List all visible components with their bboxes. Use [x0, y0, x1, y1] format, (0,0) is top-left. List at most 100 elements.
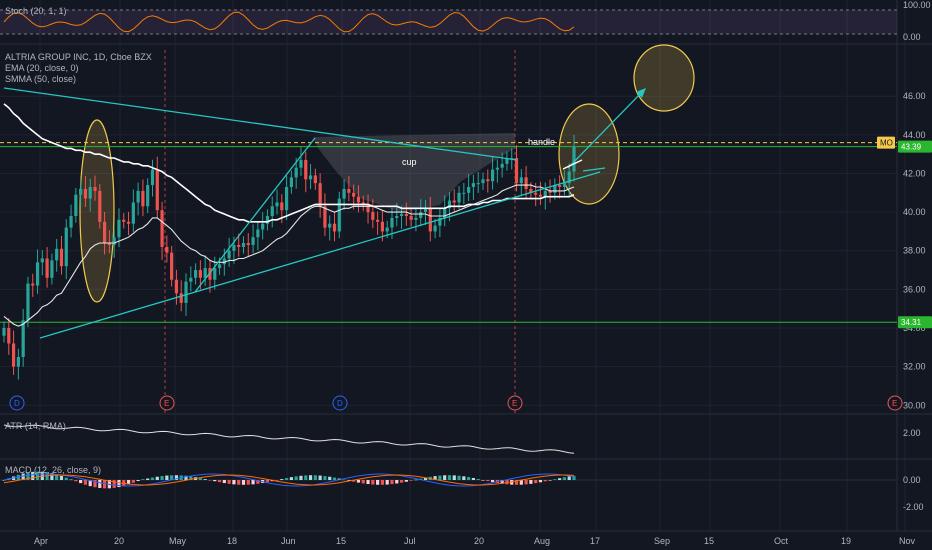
- candle: [414, 217, 418, 220]
- candle: [146, 185, 150, 207]
- macd-histogram-bar: [486, 480, 490, 482]
- macd-histogram-bar: [361, 480, 365, 484]
- macd-histogram-bar: [246, 480, 250, 485]
- signal-line: [3, 474, 575, 486]
- macd-histogram-bar: [74, 480, 78, 482]
- macd-histogram-bar: [395, 480, 399, 484]
- macd-histogram-bar: [443, 475, 447, 480]
- macd-histogram-bar: [447, 475, 452, 480]
- candle: [308, 175, 313, 180]
- candle: [136, 190, 140, 203]
- event-marker-label: D: [14, 399, 20, 408]
- macd-histogram-bar: [98, 480, 102, 488]
- macd-histogram-bar: [165, 475, 169, 480]
- macd-histogram-bar: [146, 478, 150, 480]
- candle: [447, 200, 452, 209]
- macd-histogram-bar: [232, 480, 236, 485]
- macd-tick-label: -2.00: [903, 502, 924, 512]
- macd-histogram-bar: [222, 480, 226, 484]
- macd-histogram-bar: [328, 476, 332, 480]
- macd-histogram-bar: [471, 477, 476, 480]
- macd-histogram-bar: [519, 480, 523, 485]
- ema-label[interactable]: EMA (20, close, 0): [5, 63, 79, 73]
- highlight-ellipse: [79, 119, 115, 303]
- candle: [294, 167, 298, 178]
- macd-histogram-bar: [313, 475, 317, 480]
- price-tick-label: 32.00: [903, 362, 926, 372]
- macd-histogram-bar: [380, 480, 385, 485]
- smma-line: [3, 103, 575, 223]
- macd-histogram-bar: [285, 478, 289, 480]
- trendline: [582, 167, 606, 172]
- time-tick-label: May: [169, 536, 187, 546]
- candle: [352, 192, 356, 197]
- candle: [232, 244, 236, 251]
- candle: [567, 171, 571, 184]
- macd-histogram-bar: [371, 480, 375, 485]
- stochastic-pane: [0, 9, 897, 35]
- time-tick-label: Sep: [654, 536, 670, 546]
- symbol-title[interactable]: ALTRIA GROUP INC, 1D, Cboe BZX: [5, 52, 152, 62]
- candle: [275, 202, 279, 207]
- time-tick-label: 20: [474, 536, 484, 546]
- candle: [562, 183, 567, 188]
- macd-histogram-bar: [117, 480, 121, 488]
- candle: [45, 258, 49, 278]
- candle: [88, 187, 92, 199]
- candle: [31, 283, 35, 286]
- macd-histogram-bar: [198, 478, 202, 480]
- time-tick-label: Jun: [281, 536, 296, 546]
- stoch-band: [0, 10, 897, 34]
- candle: [342, 188, 346, 199]
- candle: [476, 183, 480, 185]
- macd-histogram-bar: [481, 480, 485, 481]
- candle: [534, 192, 538, 195]
- smma-label[interactable]: SMMA (50, close): [5, 74, 77, 84]
- candle: [184, 281, 188, 303]
- atr-label[interactable]: ATR (14, RMA): [5, 421, 66, 431]
- candle: [519, 177, 523, 184]
- macd-label[interactable]: MACD (12, 26, close, 9): [5, 465, 102, 475]
- atr-pane: [3, 424, 575, 454]
- macd-histogram-bar: [170, 475, 174, 480]
- trendline: [3, 87, 518, 161]
- macd-histogram-bar: [385, 480, 389, 485]
- time-tick-label: 15: [704, 536, 714, 546]
- macd-histogram-bar: [376, 480, 380, 485]
- candle: [361, 202, 365, 205]
- candle: [251, 237, 255, 245]
- stoch-line: [3, 11, 575, 33]
- macd-histogram-bar: [141, 479, 145, 480]
- macd-histogram-bar: [366, 480, 370, 485]
- candle: [399, 214, 404, 216]
- macd-histogram-bar: [304, 475, 308, 480]
- macd-histogram-bar: [50, 473, 54, 480]
- time-tick-label: 19: [841, 536, 851, 546]
- macd-histogram-bar: [126, 480, 131, 485]
- macd-histogram-bar: [452, 475, 456, 480]
- trendline: [39, 171, 601, 339]
- event-marker-label: D: [337, 399, 343, 408]
- macd-histogram-bar: [308, 475, 313, 480]
- macd-histogram-bar: [227, 480, 231, 484]
- candle: [553, 185, 557, 193]
- time-tick-label: Aug: [534, 536, 550, 546]
- macd-histogram-bar: [572, 475, 576, 480]
- candle: [131, 202, 135, 224]
- macd-histogram-bar: [399, 480, 404, 483]
- candle: [524, 177, 528, 189]
- candle: [356, 196, 361, 203]
- candle: [490, 169, 495, 182]
- candle: [462, 192, 466, 194]
- macd-histogram-bar: [462, 476, 466, 480]
- candle: [7, 328, 11, 344]
- price-axis: 46.0044.0042.0040.0038.0036.0034.0032.00…: [877, 0, 932, 512]
- macd-histogram-bar: [524, 480, 528, 485]
- macd-histogram-bar: [112, 480, 116, 488]
- macd-histogram-bar: [467, 477, 471, 480]
- level-tag-label: MO: [880, 139, 893, 148]
- macd-histogram-bar: [390, 480, 394, 485]
- macd-histogram-bar: [404, 480, 408, 482]
- stoch-label[interactable]: Stoch (20, 1, 1): [5, 6, 67, 16]
